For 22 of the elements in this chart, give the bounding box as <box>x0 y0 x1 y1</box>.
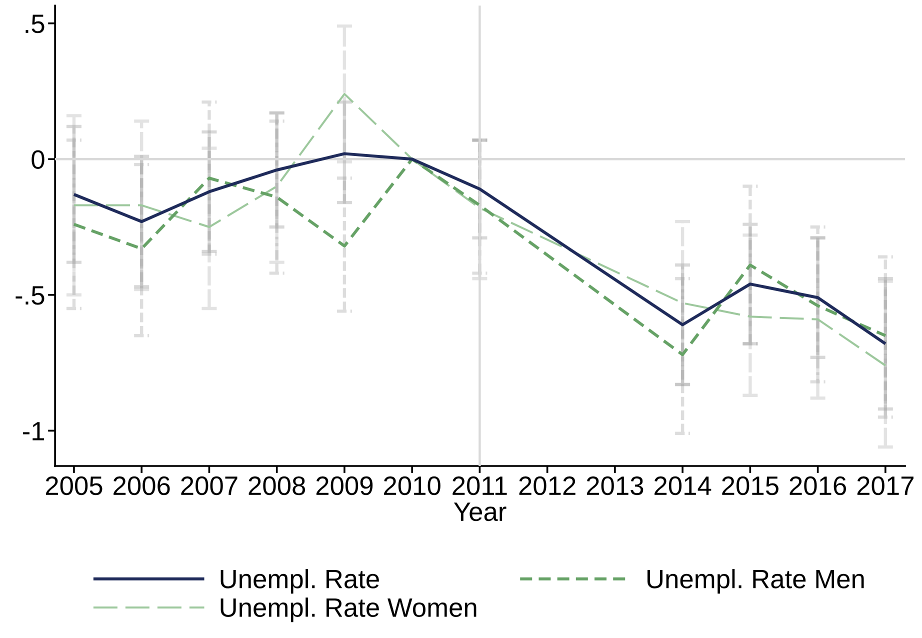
line-series <box>72 92 886 367</box>
x-tick-label: 2005 <box>46 476 102 496</box>
x-axis-title: Year <box>454 502 506 522</box>
x-tick-label: 2017 <box>857 476 914 496</box>
y-tick-label: 0 <box>32 150 44 169</box>
x-tick-label: 2006 <box>114 476 170 496</box>
x-tick-label: 2008 <box>248 476 306 496</box>
y-tick-label: -1 <box>23 422 44 440</box>
x-tick-label: 2007 <box>181 476 238 496</box>
legend-label: Unempl. Rate Women <box>220 598 476 622</box>
x-tick-label: 2013 <box>586 476 644 496</box>
x-tick-label: 2011 <box>452 476 507 496</box>
x-tick-label: 2012 <box>519 476 576 496</box>
x-tick-label: 2015 <box>722 476 778 496</box>
x-tick-label: 2010 <box>384 476 440 496</box>
legend-label: Unempl. Rate <box>220 569 379 594</box>
y-tick-label: .5 <box>26 14 44 34</box>
y-tick-label: -.5 <box>16 286 44 305</box>
x-tick-label: 2009 <box>316 476 373 496</box>
x-tick-label: 2014 <box>654 476 712 496</box>
x-tick-label: 2016 <box>790 476 846 496</box>
legend-label: Unempl. Rate Men <box>647 569 864 594</box>
